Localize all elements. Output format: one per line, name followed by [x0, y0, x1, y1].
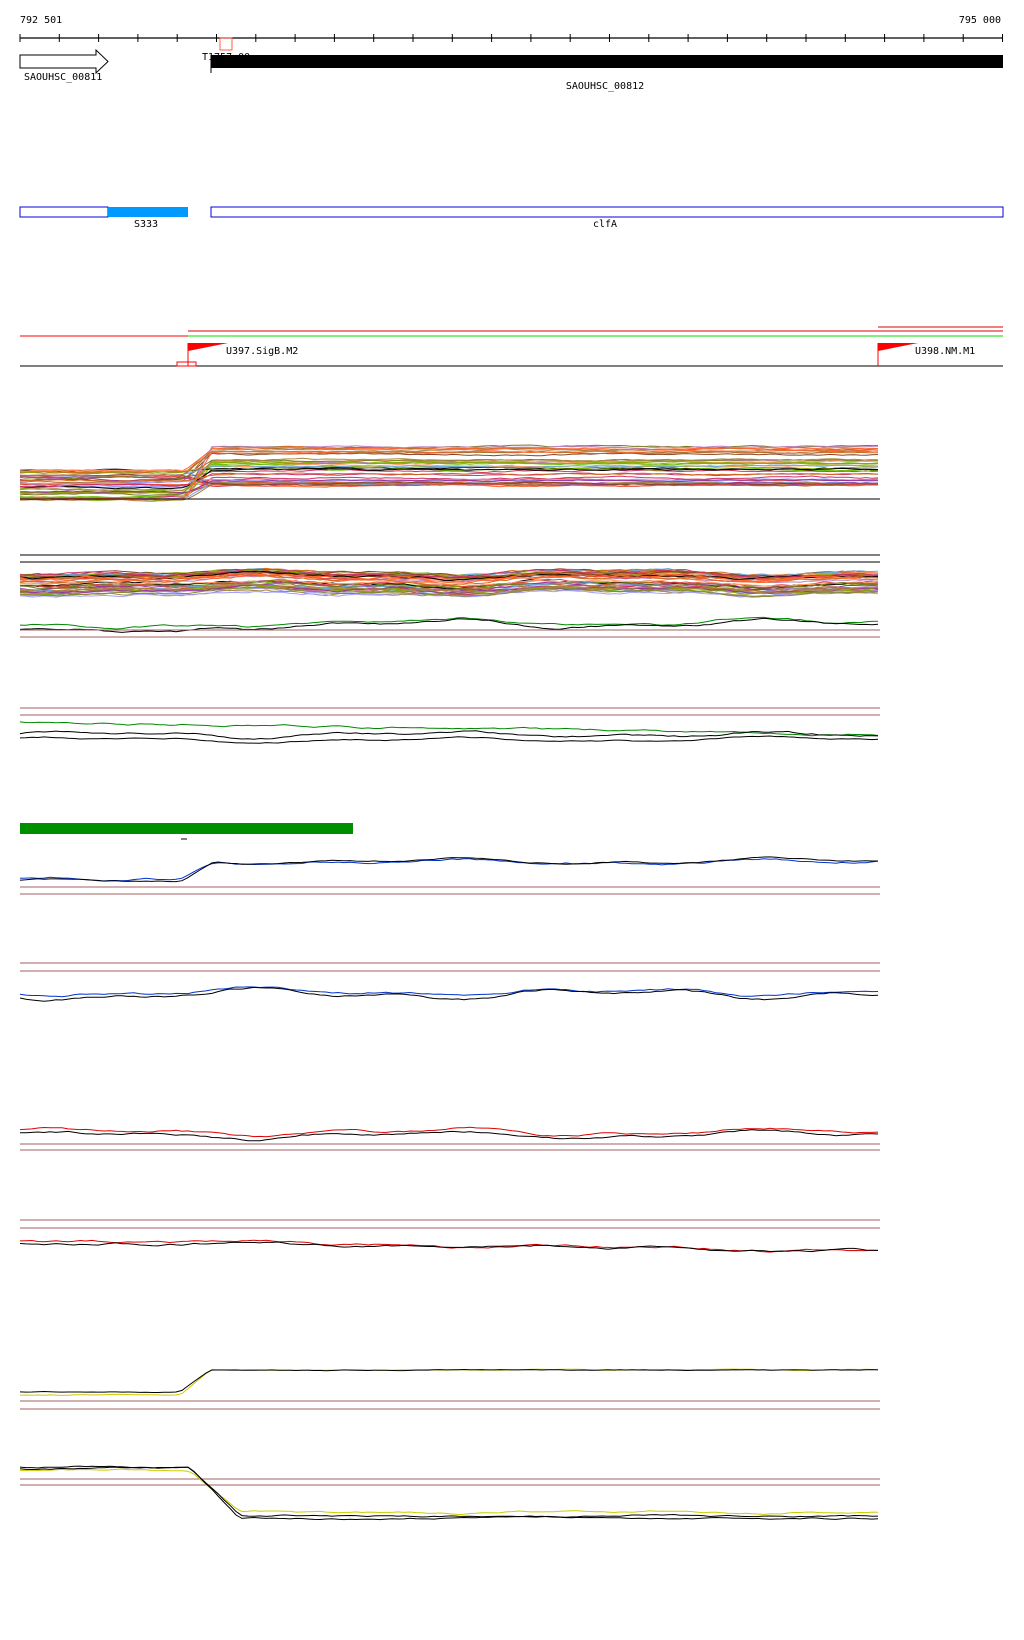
panel1-series-line — [19, 458, 879, 480]
panel2-highlight-line — [19, 616, 879, 630]
panel6-highlight-line — [19, 1126, 879, 1138]
panel4-highlight-line — [19, 858, 879, 882]
promoter-flag-right[interactable] — [877, 343, 918, 366]
panel2-series-line — [19, 572, 879, 581]
panel1-series-line — [19, 475, 879, 500]
panel2-series-line — [19, 584, 879, 595]
ruler-end-label: 795 000 — [959, 15, 1001, 26]
promoter-track: U397.SigB.M2 U398.NM.M1 — [20, 326, 1003, 367]
feature-label-clfa: clfA — [593, 219, 617, 230]
panel1-series-line — [19, 446, 879, 473]
gene-arrow-left[interactable] — [19, 48, 109, 75]
panel2-series-line — [19, 574, 879, 586]
panel7-black-line — [19, 1241, 879, 1253]
panel1-series-line — [19, 450, 879, 478]
panel3-highlight-line — [19, 721, 879, 737]
gene-label-left: SAOUHSC_00811 — [24, 72, 102, 83]
panel1-series-line — [19, 467, 879, 490]
expression-tracks — [19, 444, 880, 1521]
feature-box-clfa[interactable] — [210, 206, 1004, 218]
panel6-black-line — [20, 1129, 879, 1142]
promoter-label-left: U397.SigB.M2 — [226, 346, 298, 357]
panel8-black-line — [19, 1368, 879, 1393]
panel1-series-line — [19, 460, 879, 494]
panel2-series-line — [19, 572, 879, 584]
panel3-black-line — [19, 730, 879, 740]
gene-bar-right[interactable] — [211, 55, 1003, 68]
gene-label-right: SAOUHSC_00812 — [566, 81, 644, 92]
ruler-start-label: 792 501 — [20, 15, 62, 26]
panel9-black-line — [19, 1466, 879, 1518]
panel1-series-line — [19, 445, 879, 501]
panel2-black-line — [19, 617, 879, 633]
panel5-black-line — [19, 986, 879, 1002]
coordinate-ruler: 792 501 795 000 — [19, 15, 1003, 42]
panel2-series-line — [19, 577, 879, 587]
panel3-black-line — [19, 735, 879, 744]
panel1-series-line — [19, 478, 879, 494]
panel1-series-line — [19, 461, 879, 492]
panel1-series-line — [19, 463, 879, 472]
panel9-black-line — [19, 1465, 879, 1521]
panel1-series-line — [19, 468, 879, 480]
feature-box-s333[interactable] — [108, 207, 188, 217]
gene-track: SAOUHSC_00811 T1757.00 SAOUHSC_00812 — [19, 48, 1003, 92]
panel2-series-line — [19, 586, 879, 598]
position-marker[interactable] — [219, 37, 233, 51]
panel5-highlight-line — [19, 986, 879, 998]
feature-box-left[interactable] — [19, 206, 109, 218]
panel4-black-line — [19, 856, 878, 883]
panel2-series-line — [19, 583, 879, 594]
panel8-highlight-line — [19, 1368, 879, 1396]
panel1-series-line — [19, 474, 879, 488]
green-region-bar[interactable] — [20, 823, 353, 834]
panel1-series-line — [20, 472, 878, 483]
panel2-series-line — [19, 580, 879, 589]
feature-track: S333 clfA — [19, 206, 1004, 230]
panel9-highlight-line — [19, 1468, 879, 1516]
promoter-flag-left[interactable] — [176, 343, 228, 367]
panel1-series-line — [19, 457, 879, 492]
panel2-series-line — [19, 568, 879, 579]
promoter-label-right: U398.NM.M1 — [915, 346, 975, 357]
panel2-series-line — [19, 583, 879, 594]
feature-label-s333: S333 — [134, 219, 158, 230]
